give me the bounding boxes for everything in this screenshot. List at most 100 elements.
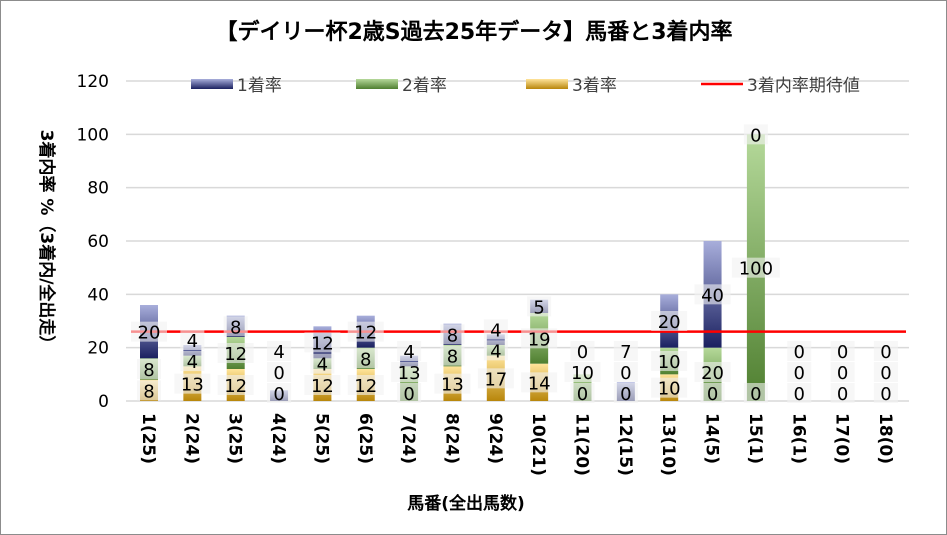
x-tick-label: 11(20)	[572, 413, 592, 476]
data-label: 0	[273, 363, 284, 384]
data-label: 4	[187, 352, 198, 373]
data-label-bg	[223, 316, 248, 337]
legend-swatch	[191, 79, 233, 89]
x-tick-label: 18(0)	[875, 413, 895, 464]
y-tick-label: 100	[77, 125, 109, 145]
x-tick-label: 6(25)	[355, 413, 375, 464]
data-label: 12	[224, 344, 247, 365]
legend-swatch	[356, 79, 398, 89]
data-label: 0	[794, 384, 805, 405]
data-label-bg	[137, 359, 161, 379]
data-label: 0	[750, 384, 761, 405]
data-label-bg	[347, 321, 384, 342]
data-label-bg	[440, 324, 465, 345]
data-label-bg	[440, 345, 465, 366]
y-tick-label: 120	[77, 72, 109, 92]
data-label: 0	[577, 342, 588, 363]
data-label-bg	[651, 311, 688, 331]
data-label-bg	[397, 341, 422, 361]
data-label-bg	[304, 332, 341, 353]
data-label-bg	[787, 362, 812, 382]
x-tick-label: 17(0)	[832, 413, 852, 464]
data-label: 0	[837, 384, 848, 405]
data-label-bg	[613, 383, 638, 403]
data-label: 0	[620, 363, 631, 384]
data-label: 13	[441, 375, 464, 396]
data-label-bg	[613, 362, 638, 382]
data-label: 12	[311, 333, 334, 354]
data-label: 100	[739, 259, 773, 280]
data-label-bg	[873, 362, 898, 382]
data-label-bg	[830, 362, 855, 382]
data-label-bg	[180, 351, 205, 371]
data-label: 0	[837, 342, 848, 363]
y-tick-label: 0	[98, 392, 109, 412]
data-label: 10	[658, 379, 681, 400]
data-label: 19	[528, 329, 551, 350]
y-tick-label: 60	[87, 232, 109, 252]
data-label: 10	[571, 363, 594, 384]
data-label-bg	[613, 341, 638, 361]
data-label: 4	[187, 331, 198, 352]
data-label: 0	[577, 384, 588, 405]
x-tick-label: 4(24)	[268, 413, 288, 464]
data-label-bg	[131, 321, 167, 342]
data-label-bg	[651, 351, 688, 371]
data-label: 20	[658, 312, 681, 333]
x-tick-label: 14(5)	[702, 413, 722, 464]
data-label-bg	[570, 383, 595, 403]
data-label-bg	[527, 296, 552, 317]
data-label: 0	[273, 384, 284, 405]
x-tick-label: 3(25)	[225, 413, 245, 464]
data-label-bg	[397, 383, 422, 403]
data-label-bg	[830, 341, 855, 361]
x-tick-label: 8(24)	[441, 413, 461, 464]
data-label-bg	[180, 330, 205, 350]
x-tick-label: 2(24)	[181, 413, 201, 464]
legend-label: 3着率	[572, 76, 617, 96]
data-label-bg	[434, 373, 471, 394]
data-label: 12	[224, 376, 247, 397]
x-tick-label: 10(21)	[528, 413, 548, 476]
data-label: 4	[490, 320, 501, 341]
data-label: 4	[317, 355, 328, 376]
data-label: 4	[403, 342, 414, 363]
y-tick-label: 40	[87, 285, 109, 305]
x-tick-label: 13(10)	[658, 413, 678, 476]
data-label: 20	[701, 363, 724, 384]
data-label: 17	[484, 369, 507, 390]
data-label-bg	[873, 383, 898, 403]
data-label-bg	[694, 362, 731, 382]
x-tick-label: 5(25)	[311, 413, 331, 464]
data-label: 0	[837, 363, 848, 384]
data-label-bg	[694, 284, 731, 305]
data-label: 0	[880, 384, 891, 405]
data-label-bg	[787, 383, 812, 403]
data-label-bg	[310, 353, 335, 374]
data-label: 0	[794, 363, 805, 384]
data-label: 5	[533, 297, 544, 318]
data-label-bg	[731, 257, 780, 278]
x-tick-label: 1(25)	[138, 413, 158, 464]
data-label: 13	[398, 363, 421, 384]
data-label: 14	[528, 373, 551, 394]
data-label-bg	[873, 341, 898, 361]
data-label: 0	[403, 384, 414, 405]
data-label: 13	[181, 375, 204, 396]
data-label: 0	[620, 384, 631, 405]
data-label: 12	[311, 376, 334, 397]
data-label: 10	[658, 352, 681, 373]
data-label: 8	[447, 347, 458, 368]
data-label: 7	[620, 342, 631, 363]
y-tick-label: 80	[87, 179, 109, 199]
data-label: 4	[273, 342, 284, 363]
data-label-bg	[570, 341, 595, 361]
data-label: 20	[138, 323, 161, 344]
data-label: 0	[880, 363, 891, 384]
data-label-bg	[700, 383, 725, 403]
data-label-bg	[564, 362, 601, 382]
x-tick-label: 15(1)	[745, 413, 765, 464]
data-label: 4	[490, 341, 501, 362]
data-label-bg	[391, 362, 428, 382]
